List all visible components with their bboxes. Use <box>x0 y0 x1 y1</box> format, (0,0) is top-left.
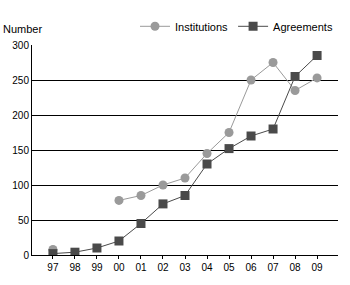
svg-text:03: 03 <box>179 262 191 273</box>
svg-text:50: 50 <box>18 215 30 226</box>
svg-text:200: 200 <box>12 110 29 121</box>
svg-text:98: 98 <box>69 262 81 273</box>
svg-text:Institutions: Institutions <box>175 21 228 33</box>
svg-text:01: 01 <box>135 262 147 273</box>
svg-text:300: 300 <box>12 40 29 51</box>
svg-text:97: 97 <box>47 262 59 273</box>
svg-text:09: 09 <box>312 262 324 273</box>
svg-text:150: 150 <box>12 145 29 156</box>
svg-text:02: 02 <box>157 262 169 273</box>
svg-text:05: 05 <box>223 262 235 273</box>
svg-text:07: 07 <box>267 262 279 273</box>
svg-text:0: 0 <box>23 250 29 261</box>
svg-text:Agreements: Agreements <box>273 21 333 33</box>
svg-text:Number: Number <box>3 23 42 35</box>
svg-text:250: 250 <box>12 75 29 86</box>
svg-text:00: 00 <box>113 262 125 273</box>
svg-text:99: 99 <box>91 262 103 273</box>
svg-text:04: 04 <box>201 262 213 273</box>
svg-text:100: 100 <box>12 180 29 191</box>
svg-text:08: 08 <box>289 262 301 273</box>
svg-text:06: 06 <box>245 262 257 273</box>
